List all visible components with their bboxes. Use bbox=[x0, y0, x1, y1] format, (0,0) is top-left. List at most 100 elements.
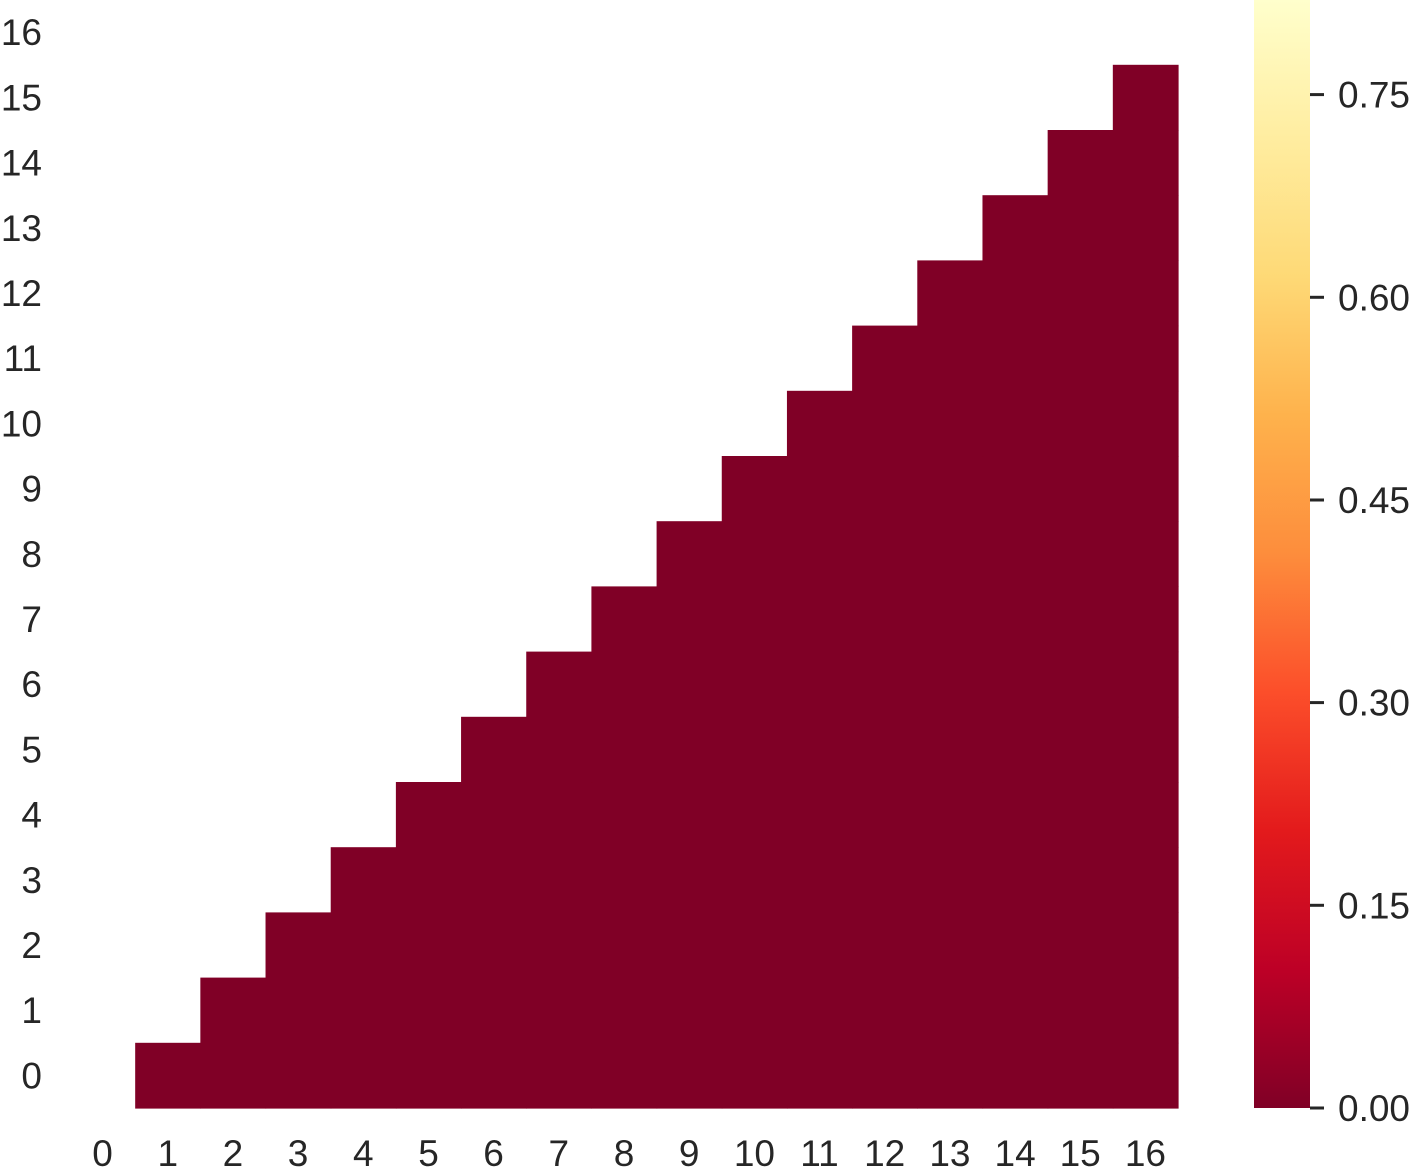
heatmap-cell bbox=[982, 977, 1049, 1044]
x-tick-label: 12 bbox=[864, 1133, 905, 1169]
heatmap-cell bbox=[591, 847, 658, 913]
heatmap-cell bbox=[656, 912, 723, 979]
heatmap-cell bbox=[1047, 390, 1114, 457]
heatmap-cell bbox=[917, 325, 984, 392]
heatmap-cell bbox=[917, 260, 984, 327]
heatmap-cell bbox=[721, 782, 788, 848]
heatmap-cell bbox=[526, 716, 593, 783]
heatmap-cell bbox=[526, 782, 593, 848]
heatmap-cell bbox=[982, 586, 1049, 653]
y-tick-label: 11 bbox=[4, 338, 42, 379]
heatmap-cell bbox=[265, 977, 332, 1044]
heatmap-cell bbox=[721, 1042, 788, 1109]
heatmap-cell bbox=[526, 977, 593, 1044]
heatmap-cell bbox=[591, 912, 658, 979]
heatmap-cell bbox=[982, 782, 1049, 848]
heatmap-cell bbox=[917, 782, 984, 848]
y-tick-label: 9 bbox=[21, 469, 42, 510]
heatmap-cell bbox=[786, 390, 853, 457]
heatmap-cell bbox=[265, 1042, 332, 1109]
heatmap-cell bbox=[1112, 782, 1179, 848]
heatmap-cell bbox=[786, 521, 853, 587]
colorbar-tick-label: 0.60 bbox=[1338, 277, 1410, 318]
heatmap-cell bbox=[1047, 716, 1114, 783]
colorbar-tick-label: 0.45 bbox=[1338, 480, 1410, 521]
x-tick-label: 3 bbox=[288, 1133, 309, 1169]
heatmap-cell bbox=[917, 977, 984, 1044]
heatmap-cell bbox=[330, 977, 397, 1044]
heatmap-cell bbox=[1112, 456, 1179, 522]
y-tick-label: 12 bbox=[1, 273, 42, 314]
heatmap-cell bbox=[591, 586, 658, 653]
x-tick-label: 0 bbox=[92, 1133, 113, 1169]
heatmap-cell bbox=[1112, 716, 1179, 783]
heatmap-cell bbox=[656, 1042, 723, 1109]
heatmap-cell bbox=[721, 716, 788, 783]
heatmap-cell bbox=[1112, 130, 1179, 196]
heatmap-cell bbox=[721, 847, 788, 913]
heatmap-cell bbox=[395, 977, 462, 1044]
x-tick-label: 9 bbox=[679, 1133, 700, 1169]
heatmap-cell bbox=[1112, 260, 1179, 327]
heatmap-cell bbox=[721, 977, 788, 1044]
heatmap-cell bbox=[1047, 195, 1114, 261]
heatmap-cell bbox=[1047, 977, 1114, 1044]
heatmap-cell bbox=[852, 390, 918, 457]
heatmap-cell bbox=[1112, 325, 1179, 392]
heatmap-cell bbox=[1112, 651, 1179, 718]
heatmap-cell bbox=[917, 651, 984, 718]
heatmap-cell bbox=[721, 586, 788, 653]
heatmap-cell bbox=[395, 912, 462, 979]
x-tick-label: 5 bbox=[418, 1133, 439, 1169]
heatmap-cell bbox=[786, 912, 853, 979]
heatmap-cell bbox=[917, 912, 984, 979]
x-tick-label: 11 bbox=[800, 1133, 838, 1169]
heatmap-cell bbox=[982, 716, 1049, 783]
heatmap-cell bbox=[200, 1042, 267, 1109]
heatmap-cell bbox=[852, 716, 918, 783]
heatmap-cell bbox=[721, 521, 788, 587]
y-tick-label: 5 bbox=[21, 729, 42, 770]
heatmap-cell bbox=[1112, 912, 1179, 979]
heatmap-cell bbox=[1112, 847, 1179, 913]
heatmap-cell bbox=[982, 521, 1049, 587]
y-tick-label: 6 bbox=[21, 664, 42, 705]
heatmap-cell bbox=[786, 977, 853, 1044]
colorbar bbox=[1254, 0, 1310, 1108]
y-tick-label: 15 bbox=[1, 77, 42, 118]
heatmap-cell bbox=[591, 782, 658, 848]
x-tick-label: 10 bbox=[734, 1133, 775, 1169]
x-axis-ticks: 0 1 2 3 4 5 6 7 8 9 10 11 12 13 14 15 16 bbox=[92, 1133, 1166, 1169]
y-tick-label: 16 bbox=[1, 12, 42, 53]
heatmap-cell bbox=[852, 521, 918, 587]
heatmap-cell bbox=[1047, 130, 1114, 196]
heatmap-cell bbox=[461, 977, 527, 1044]
heatmap-cell bbox=[917, 586, 984, 653]
heatmap-cell bbox=[982, 325, 1049, 392]
heatmap-cell bbox=[982, 912, 1049, 979]
heatmap-cell bbox=[461, 912, 527, 979]
heatmap-cell bbox=[1047, 1042, 1114, 1109]
heatmap-cell bbox=[852, 325, 918, 392]
heatmap-cell bbox=[786, 1042, 853, 1109]
heatmap-cell bbox=[982, 390, 1049, 457]
heatmap-cell bbox=[786, 716, 853, 783]
heatmap-cell bbox=[461, 782, 527, 848]
heatmap-cell bbox=[852, 847, 918, 913]
heatmap-cell bbox=[395, 847, 462, 913]
heatmap-cell bbox=[395, 782, 462, 848]
heatmap-cell bbox=[330, 1042, 397, 1109]
heatmap-cell bbox=[852, 977, 918, 1044]
heatmap-cell bbox=[591, 651, 658, 718]
x-tick-label: 16 bbox=[1125, 1133, 1166, 1169]
heatmap-cell bbox=[265, 912, 332, 979]
heatmap-cell bbox=[200, 977, 267, 1044]
heatmap-cell bbox=[786, 586, 853, 653]
heatmap-cell bbox=[721, 651, 788, 718]
colorbar-ticks: 0.00 0.15 0.30 0.45 0.60 0.75 bbox=[1310, 75, 1410, 1129]
heatmap-cell bbox=[461, 847, 527, 913]
y-tick-label: 0 bbox=[21, 1055, 42, 1096]
heatmap-cell bbox=[1047, 912, 1114, 979]
y-tick-label: 7 bbox=[21, 599, 42, 640]
heatmap-cell bbox=[526, 1042, 593, 1109]
